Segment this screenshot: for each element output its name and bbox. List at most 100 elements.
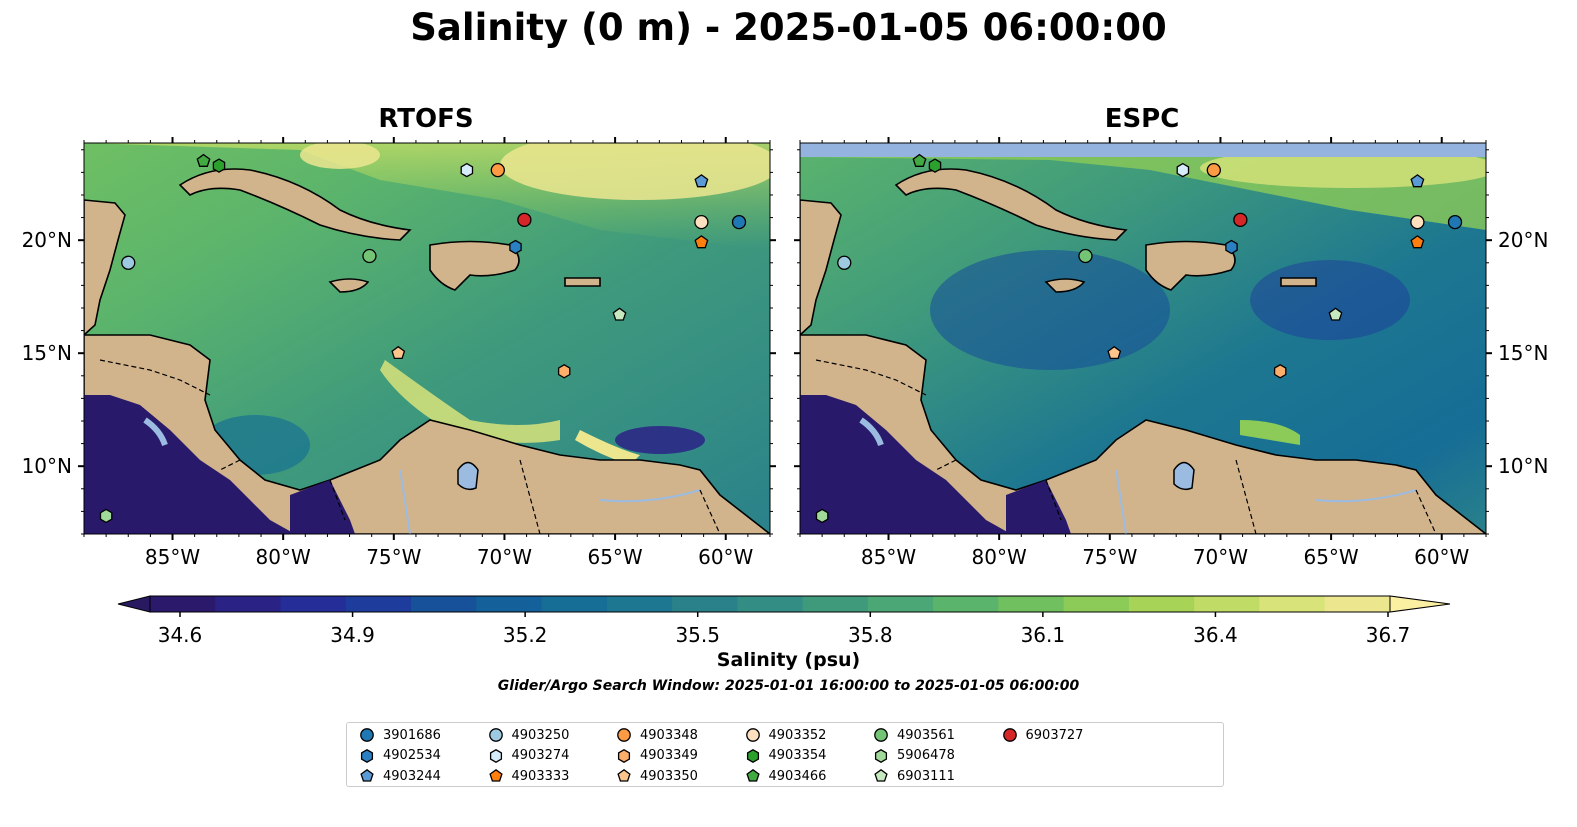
lon-tick-label: 70°W	[477, 545, 532, 569]
station-marker-6903111	[612, 307, 627, 321]
legend-marker-icon	[746, 748, 759, 763]
pacific-ocean	[1006, 480, 1071, 534]
lat-tick-label: 15°N	[1498, 341, 1548, 365]
lake-nicaragua	[859, 417, 884, 447]
legend-label: 4903466	[768, 768, 827, 784]
land	[800, 168, 1486, 534]
rivers	[1115, 469, 1417, 534]
legend-entry: 4903349	[616, 746, 698, 766]
station-marker-4903349	[557, 364, 571, 379]
colorbar-tick-label: 36.4	[1193, 623, 1238, 647]
colorbar-over-extend	[1389, 595, 1451, 613]
country-borders	[815, 359, 1437, 534]
colorbar-segment	[998, 596, 1065, 612]
legend-label: 4903244	[383, 768, 441, 784]
lon-tick-label: 85°W	[861, 545, 916, 569]
colorbar-segment	[933, 596, 999, 612]
legend-label: 6903727	[1025, 727, 1084, 743]
legend-label: 5906478	[897, 748, 955, 763]
colorbar-tick-label: 36.1	[1021, 623, 1066, 647]
low-salinity-core	[1250, 260, 1410, 340]
station-marker-4903350	[391, 345, 406, 360]
legend-marker-icon	[617, 728, 631, 742]
colorbar-segment	[737, 596, 804, 612]
legend-marker-icon	[874, 768, 888, 782]
legend-entry: 4903561	[873, 725, 955, 745]
legend-marker-icon	[1002, 728, 1017, 742]
high-salinity-patch	[300, 143, 380, 169]
colorbar-under-extend	[117, 595, 151, 613]
lat-tick-label: 10°N	[22, 454, 72, 478]
legend-label: 3901686	[383, 727, 441, 743]
legend-label: 6903111	[897, 768, 955, 784]
lon-tick-label: 65°W	[1303, 545, 1358, 569]
station-marker-4903354	[212, 158, 226, 173]
puerto-rico	[1280, 277, 1317, 287]
legend-entry: 4903333	[488, 766, 570, 786]
map-panel-rtofs	[84, 143, 770, 534]
legend-entry: 4902534	[359, 746, 441, 766]
lon-tick-label: 70°W	[1193, 545, 1248, 569]
colorbar-segment	[345, 596, 412, 612]
puerto-rico	[564, 277, 601, 287]
lon-tick-label: 85°W	[145, 545, 200, 569]
station-marker-4903350	[1107, 345, 1122, 360]
legend-entry: 4903348	[616, 725, 698, 745]
station-marker-4903250	[121, 255, 136, 270]
colorbar-segment	[606, 596, 673, 612]
station-marker-4903561	[1078, 248, 1093, 264]
station-marker-4903333	[694, 235, 709, 249]
lake-maracaibo	[1173, 461, 1195, 491]
yucatan-land	[800, 199, 842, 337]
country-borders	[99, 359, 721, 534]
legend-marker-icon	[617, 768, 631, 782]
pacific-ocean	[290, 480, 355, 534]
lat-tick-label: 10°N	[1498, 454, 1548, 478]
colorbar-segment	[150, 596, 216, 612]
high-salinity-patch	[500, 143, 770, 200]
station-marker-4903352	[694, 214, 709, 230]
lat-tick-label: 20°N	[22, 228, 72, 252]
legend-entry: 3901686	[359, 725, 441, 745]
station-marker-4902534	[509, 239, 522, 255]
legend-marker-icon	[874, 748, 888, 763]
legend-entry: 6903727	[1002, 725, 1084, 745]
station-marker-4903333	[1410, 235, 1425, 249]
station-marker-6903111	[1328, 307, 1343, 321]
search-window-text: Glider/Argo Search Window: 2025-01-01 16…	[497, 678, 1080, 694]
legend-label: 4903250	[511, 727, 570, 743]
legend-marker-icon	[489, 748, 502, 763]
legend-marker-icon	[360, 748, 374, 763]
central-south-america-land	[84, 334, 770, 534]
hispaniola	[1145, 240, 1236, 291]
espc-nodata-strip	[800, 143, 1486, 157]
station-marker-4903250	[837, 255, 852, 270]
legend-label: 4903561	[897, 727, 955, 743]
lon-tick-label: 60°W	[698, 545, 753, 569]
legend-label: 4903352	[768, 727, 827, 743]
station-marker-3901686	[1447, 214, 1463, 230]
station-marker-4903274	[1176, 162, 1190, 178]
cuba	[894, 168, 1128, 241]
station-marker-4903244	[1410, 174, 1425, 188]
station-marker-4903561	[362, 248, 377, 264]
legend-marker-icon	[360, 728, 374, 742]
legend-label: 4903348	[640, 727, 698, 743]
legend-label: 4903333	[511, 768, 570, 784]
station-marker-4903348	[1206, 162, 1221, 178]
figure-title: Salinity (0 m) - 2025-01-05 06:00:00	[410, 6, 1167, 49]
colorbar-tick-label: 34.9	[330, 623, 375, 647]
station-marker-3901686	[731, 214, 747, 230]
colorbar-segment	[215, 596, 282, 612]
lat-tick-label: 15°N	[22, 341, 72, 365]
panel-title-rtofs: RTOFS	[378, 104, 474, 134]
legend-marker-icon	[488, 768, 503, 782]
legend-entry: 4903244	[359, 766, 441, 786]
legend: 3901686 4902534 4903244 4903250 4903274 49033…	[346, 722, 1224, 787]
lon-tick-label: 60°W	[1414, 545, 1469, 569]
lon-tick-label: 65°W	[587, 545, 642, 569]
legend-label: 4902534	[383, 748, 441, 763]
legend-entry: 4903352	[745, 725, 827, 745]
colorbar-segment	[411, 596, 477, 612]
